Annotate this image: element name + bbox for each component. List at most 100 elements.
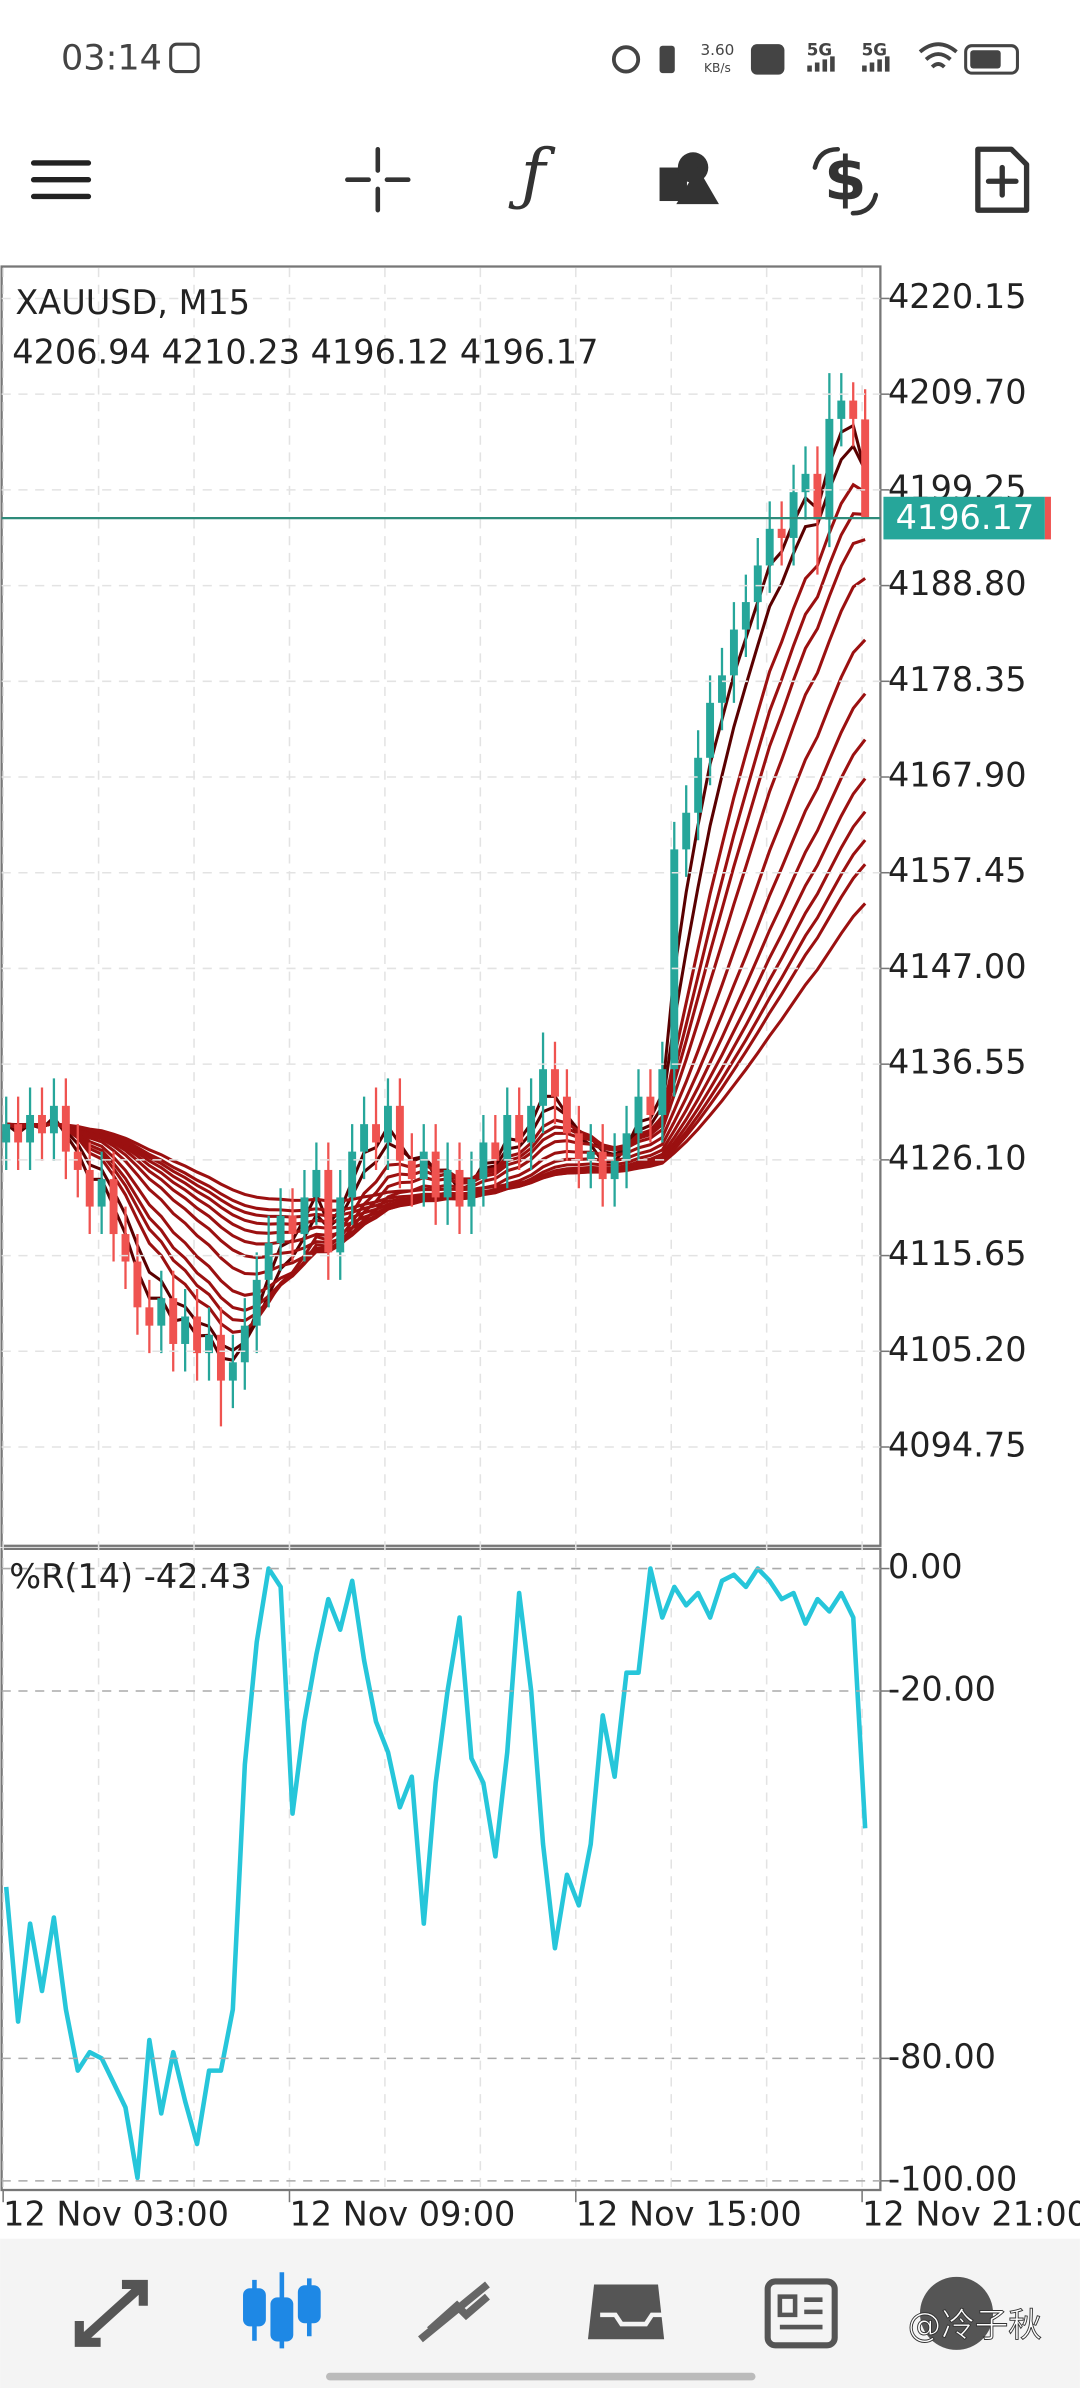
menu-button[interactable] bbox=[30, 160, 92, 200]
candle-body bbox=[539, 1069, 548, 1106]
candle-body bbox=[718, 675, 726, 703]
candle-body bbox=[741, 602, 750, 630]
vibrate-icon bbox=[659, 45, 675, 74]
y-tick-label: 4105.20 bbox=[888, 1330, 1027, 1369]
candle-body bbox=[383, 1105, 392, 1143]
low-value: 4196.12 bbox=[311, 332, 450, 371]
candle-body bbox=[658, 1069, 667, 1115]
trade-tab[interactable] bbox=[418, 2281, 490, 2343]
battery-icon bbox=[964, 44, 1019, 75]
x-tick-label: 12 Nov 21:00 bbox=[862, 2194, 1080, 2233]
candle-body bbox=[61, 1105, 70, 1152]
open-value: 4206.94 bbox=[12, 332, 151, 371]
candle-body bbox=[646, 1096, 655, 1115]
indicator-title: %R(14) -42.43 bbox=[9, 1556, 252, 1595]
candle-body bbox=[777, 528, 786, 538]
candle-body bbox=[443, 1169, 452, 1198]
y-tick-label: -80.00 bbox=[888, 2037, 996, 2076]
network-type: 5G bbox=[807, 39, 832, 59]
status-time: 03:14 bbox=[61, 37, 162, 78]
candle-body bbox=[49, 1105, 58, 1134]
svg-text:$: $ bbox=[824, 143, 866, 214]
candle-body bbox=[825, 418, 834, 520]
candle-body bbox=[694, 757, 703, 813]
symbol-title: XAUUSD, M15 bbox=[15, 283, 250, 322]
candle-body bbox=[562, 1096, 571, 1134]
candle-body bbox=[455, 1169, 464, 1207]
trade-button[interactable]: $ bbox=[812, 143, 879, 216]
candle-body bbox=[97, 1179, 106, 1207]
candle-body bbox=[753, 565, 762, 603]
y-tick-label: 0.00 bbox=[888, 1547, 963, 1586]
candle-body bbox=[801, 473, 810, 493]
candle-body bbox=[73, 1151, 82, 1170]
indicator-panel bbox=[0, 1547, 882, 2192]
candle-body bbox=[145, 1307, 154, 1326]
x-tick-label: 12 Nov 09:00 bbox=[289, 2194, 515, 2233]
y-tick-label: 4094.75 bbox=[888, 1426, 1027, 1465]
y-tick-label: 4115.65 bbox=[888, 1234, 1027, 1273]
candle-body bbox=[527, 1105, 536, 1143]
candle-body bbox=[789, 492, 798, 538]
candle-body bbox=[264, 1243, 273, 1280]
price-chart bbox=[2, 373, 870, 1427]
crosshair-button[interactable] bbox=[345, 146, 411, 213]
objects-button[interactable] bbox=[659, 152, 719, 205]
y-tick-label: 4136.55 bbox=[888, 1043, 1027, 1082]
candle-body bbox=[586, 1151, 595, 1161]
alarm-icon bbox=[611, 45, 641, 74]
quotes-tab[interactable] bbox=[74, 2279, 148, 2347]
y-tick-label: -20.00 bbox=[888, 1670, 996, 1709]
candle-body bbox=[407, 1160, 416, 1180]
candle-body bbox=[395, 1105, 404, 1161]
candle-body bbox=[622, 1133, 631, 1161]
close-value: 4196.17 bbox=[460, 332, 599, 371]
y-tick-label: 4126.10 bbox=[888, 1138, 1027, 1177]
candle-body bbox=[240, 1325, 249, 1363]
high-value: 4210.23 bbox=[161, 332, 300, 371]
candle-body bbox=[169, 1298, 178, 1344]
current-price-marker bbox=[1044, 496, 1051, 540]
candle-body bbox=[706, 702, 715, 758]
y-tick-label: 4167.90 bbox=[888, 756, 1027, 795]
battery-level bbox=[970, 50, 1001, 69]
y-tick-label: -100.00 bbox=[888, 2159, 1017, 2198]
candle-body bbox=[515, 1114, 524, 1143]
network-speed: 3.60 bbox=[700, 41, 734, 59]
y-tick-label: 4147.00 bbox=[888, 947, 1027, 986]
news-tab[interactable] bbox=[764, 2278, 838, 2349]
candle-body bbox=[205, 1334, 213, 1354]
candle-body bbox=[503, 1114, 512, 1161]
new-order-button[interactable] bbox=[975, 146, 1030, 213]
candle-body bbox=[729, 629, 738, 676]
candle-body bbox=[360, 1124, 369, 1152]
candle-body bbox=[252, 1279, 261, 1326]
settings-tab[interactable] bbox=[919, 2276, 994, 2350]
home-indicator bbox=[326, 2372, 756, 2381]
hd-icon bbox=[750, 44, 785, 75]
candle-body bbox=[574, 1133, 583, 1161]
chart-tab[interactable] bbox=[243, 2272, 321, 2349]
candle-body bbox=[133, 1261, 142, 1308]
candle-body bbox=[14, 1124, 23, 1143]
candle-body bbox=[813, 473, 822, 520]
svg-text:ƒ: ƒ bbox=[508, 135, 556, 213]
candle-body bbox=[348, 1151, 357, 1198]
vertical-grid bbox=[2, 268, 863, 2191]
candle-body bbox=[38, 1114, 46, 1134]
candle-body bbox=[849, 400, 858, 419]
candle-body bbox=[324, 1169, 333, 1253]
candle-body bbox=[634, 1096, 643, 1134]
candle-body bbox=[276, 1215, 285, 1244]
candle-body bbox=[288, 1215, 297, 1235]
history-tab[interactable] bbox=[587, 2284, 668, 2340]
current-price-label: 4196.17 bbox=[896, 498, 1035, 537]
indicator-value: -42.43 bbox=[144, 1556, 252, 1595]
watermark: @冷子秋 bbox=[908, 2306, 1042, 2345]
x-tick-label: 12 Nov 15:00 bbox=[576, 2194, 802, 2233]
indicators-button[interactable]: ƒ bbox=[508, 135, 556, 213]
candle-body bbox=[312, 1169, 321, 1198]
candle-body bbox=[121, 1234, 130, 1262]
candle-body bbox=[193, 1316, 202, 1354]
